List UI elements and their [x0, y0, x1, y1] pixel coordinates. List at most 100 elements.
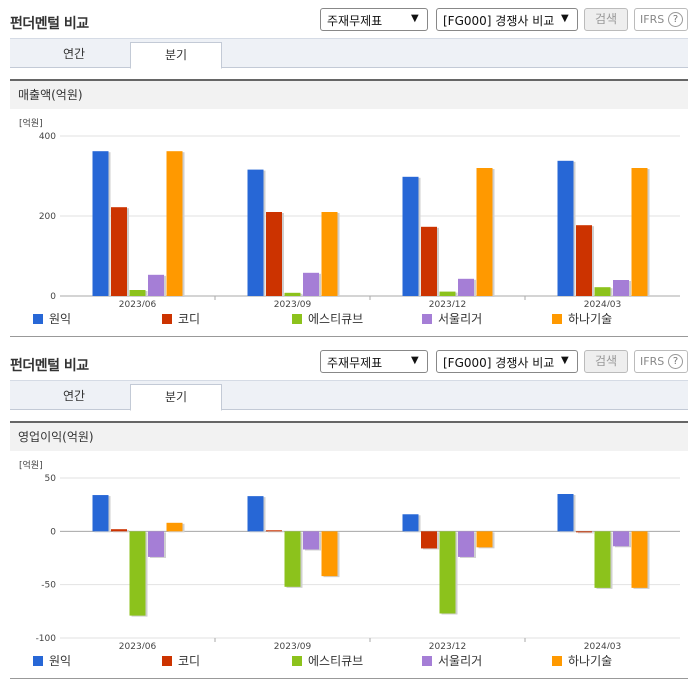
bar — [458, 531, 474, 557]
bar — [166, 522, 183, 532]
section-title: 영업이익(억원) — [10, 421, 688, 451]
compare-select[interactable]: [FG000] 경쟁사 비교 ▼ — [436, 350, 578, 373]
legend-label: 에스티큐브 — [308, 312, 364, 326]
legend-label: 에스티큐브 — [308, 654, 364, 668]
bar — [631, 531, 648, 588]
ifrs-button[interactable]: IFRS ? — [634, 8, 688, 31]
chart-legend: 원익 코디 에스티큐브 서울리거 하나기술 — [0, 310, 696, 330]
legend-item[interactable]: 코디 — [162, 652, 200, 669]
bar — [92, 495, 109, 532]
legend-label: 코디 — [178, 654, 201, 668]
bar-shadow — [578, 532, 594, 534]
legend-swatch — [552, 656, 562, 666]
y-tick-label: 0 — [50, 292, 56, 302]
legend-item[interactable]: 코디 — [162, 310, 200, 327]
bar — [594, 287, 611, 296]
bar — [576, 225, 592, 296]
y-tick-label: -50 — [41, 581, 56, 591]
bar — [303, 531, 319, 550]
panel-revenue: 펀더멘털 비교 주재무제표 ▼ [FG000] 경쟁사 비교 ▼ 검색 IFRS… — [0, 8, 696, 337]
y-tick-label: 0 — [50, 527, 56, 537]
legend-item[interactable]: 하나기술 — [552, 310, 612, 327]
bar — [303, 272, 319, 296]
bar — [421, 531, 437, 549]
tab-annual[interactable]: 연간 — [62, 389, 86, 403]
bar — [148, 531, 164, 557]
bar — [439, 531, 456, 614]
statement-select[interactable]: 주재무제표 ▼ — [320, 8, 428, 31]
legend-swatch — [33, 314, 43, 324]
bar — [92, 151, 109, 296]
legend-item[interactable]: 에스티큐브 — [292, 652, 363, 669]
bar — [247, 169, 264, 296]
bar — [166, 151, 183, 296]
chart-legend: 원익 코디 에스티큐브 서울리거 하나기술 — [0, 652, 696, 672]
period-tabs: 연간 분기 — [10, 38, 688, 69]
legend-label: 서울리거 — [438, 312, 483, 326]
statement-select-value: 주재무제표 — [327, 14, 383, 28]
x-tick-label: 2023/06 — [119, 300, 157, 307]
search-button[interactable]: 검색 — [584, 8, 628, 31]
legend-label: 원익 — [49, 312, 72, 326]
bar — [557, 160, 574, 296]
y-tick-label: 50 — [45, 474, 57, 484]
search-button[interactable]: 검색 — [584, 350, 628, 373]
tab-quarterly[interactable]: 분기 — [130, 384, 222, 411]
compare-select-value: [FG000] 경쟁사 비교 — [443, 14, 555, 28]
unit-label: [억원] — [19, 459, 43, 471]
legend-swatch — [292, 656, 302, 666]
legend-swatch — [552, 314, 562, 324]
legend-label: 하나기술 — [568, 654, 613, 668]
chevron-down-icon: ▼ — [561, 13, 569, 24]
bar — [613, 531, 629, 547]
bar — [247, 496, 264, 532]
statement-select-value: 주재무제표 — [327, 356, 383, 370]
x-tick-label: 2024/03 — [584, 642, 621, 649]
legend-label: 하나기술 — [568, 312, 613, 326]
y-tick-label: -100 — [36, 634, 57, 644]
help-icon[interactable]: ? — [668, 12, 683, 27]
bar — [129, 290, 146, 296]
bar — [148, 274, 164, 296]
bar-shadow — [268, 531, 284, 533]
bar — [284, 531, 301, 587]
bar — [266, 530, 282, 532]
legend-swatch — [422, 656, 432, 666]
legend-swatch — [33, 656, 43, 666]
bar — [402, 176, 419, 296]
legend-item[interactable]: 원익 — [33, 652, 71, 669]
x-tick-label: 2023/12 — [429, 642, 466, 649]
panel-operating-profit: 펀더멘털 비교 주재무제표 ▼ [FG000] 경쟁사 비교 ▼ 검색 IFRS… — [0, 342, 696, 684]
tab-quarterly[interactable]: 분기 — [130, 42, 222, 69]
bar — [594, 531, 611, 588]
bar — [476, 168, 493, 296]
legend-swatch — [162, 314, 172, 324]
ifrs-button[interactable]: IFRS ? — [634, 350, 688, 373]
unit-label: [억원] — [19, 117, 43, 129]
legend-item[interactable]: 하나기술 — [552, 652, 612, 669]
panel-title: 펀더멘털 비교 — [10, 358, 89, 374]
legend-item[interactable]: 서울리거 — [422, 652, 482, 669]
tab-annual[interactable]: 연간 — [62, 47, 86, 61]
bar — [284, 292, 301, 296]
bar — [476, 531, 493, 548]
divider — [10, 678, 688, 679]
y-tick-label: 200 — [39, 212, 56, 222]
legend-item[interactable]: 원익 — [33, 310, 71, 327]
compare-select-value: [FG000] 경쟁사 비교 — [443, 356, 555, 370]
revenue-chart: [억원] 0 200 400 2023/06 2023/09 2023/12 2024/03 — [19, 117, 680, 307]
x-tick-label: 2023/12 — [429, 300, 466, 307]
legend-item[interactable]: 서울리거 — [422, 310, 482, 327]
y-tick-label: 400 — [39, 132, 56, 142]
statement-select[interactable]: 주재무제표 ▼ — [320, 350, 428, 373]
help-icon[interactable]: ? — [668, 354, 683, 369]
legend-item[interactable]: 에스티큐브 — [292, 310, 363, 327]
x-tick-label: 2024/03 — [584, 300, 621, 307]
compare-select[interactable]: [FG000] 경쟁사 비교 ▼ — [436, 8, 578, 31]
legend-swatch — [292, 314, 302, 324]
legend-label: 원익 — [49, 654, 72, 668]
bar — [458, 278, 474, 296]
period-tabs: 연간 분기 — [10, 380, 688, 411]
bar — [129, 531, 146, 616]
bar — [111, 529, 127, 532]
